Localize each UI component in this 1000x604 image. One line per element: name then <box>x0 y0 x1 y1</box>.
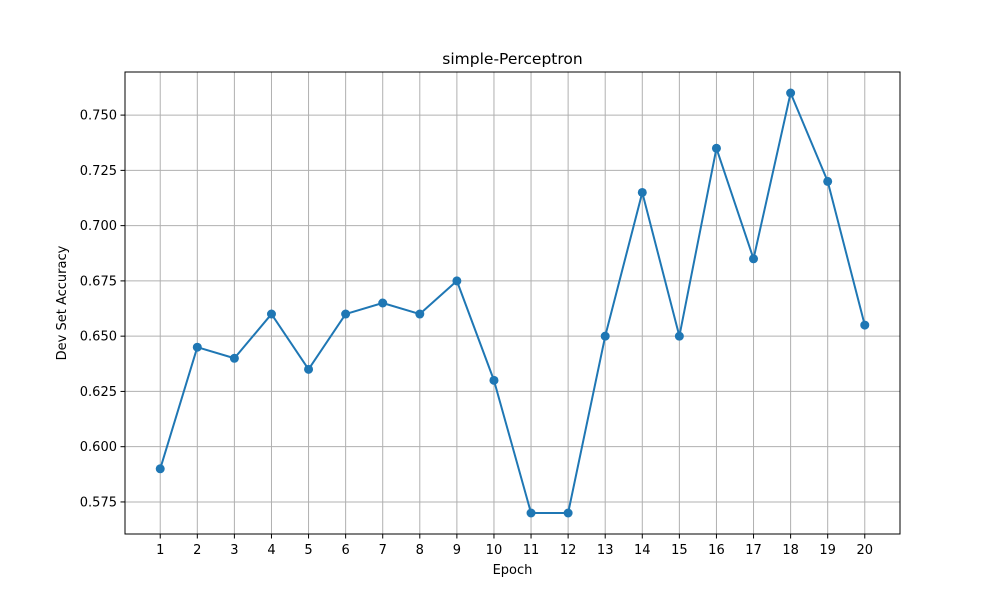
data-point <box>563 508 573 518</box>
x-tick-label: 2 <box>193 543 201 558</box>
data-point <box>266 309 276 319</box>
x-tick-label: 9 <box>453 543 461 558</box>
data-point <box>378 298 388 308</box>
data-point <box>786 88 796 98</box>
data-point <box>860 320 870 330</box>
y-axis-label: Dev Set Accuracy <box>55 245 70 360</box>
x-tick-label: 19 <box>819 543 836 558</box>
series-line <box>159 92 866 514</box>
ticks: 1 2 3 4 5 6 7 8 9 10 11 12 13 14 15 16 17 18 19 200.5750.60… <box>80 109 873 558</box>
x-tick-label: 14 <box>634 543 651 558</box>
data-point <box>155 464 165 474</box>
y-tick-label: 0.725 <box>80 164 117 179</box>
data-point <box>489 375 499 385</box>
data-point <box>304 364 314 374</box>
x-tick-label: 5 <box>304 543 312 558</box>
x-tick-label: 1 <box>156 543 164 558</box>
data-point <box>452 276 462 286</box>
data-point <box>600 331 610 341</box>
x-tick-label: 20 <box>856 543 873 558</box>
data-point <box>674 331 684 341</box>
data-point <box>341 309 351 319</box>
data-point <box>526 508 536 518</box>
y-tick-label: 0.600 <box>80 440 117 455</box>
y-tick-label: 0.575 <box>80 495 117 510</box>
x-tick-label: 8 <box>416 543 424 558</box>
data-point <box>823 176 833 186</box>
x-tick-label: 12 <box>560 543 577 558</box>
chart-title: simple-Perceptron <box>442 50 582 68</box>
x-tick-label: 16 <box>708 543 725 558</box>
y-tick-label: 0.650 <box>80 330 117 345</box>
data-point <box>229 353 239 363</box>
series-layer <box>155 88 870 518</box>
y-tick-label: 0.625 <box>80 385 117 400</box>
y-tick-label: 0.675 <box>80 274 117 289</box>
x-tick-label: 6 <box>341 543 349 558</box>
data-point <box>749 254 759 264</box>
x-tick-label: 18 <box>782 543 799 558</box>
x-tick-label: 3 <box>230 543 238 558</box>
y-tick-label: 0.750 <box>80 109 117 124</box>
plot-area-frame <box>124 71 901 535</box>
data-point <box>711 143 721 153</box>
data-point <box>415 309 425 319</box>
x-tick-label: 4 <box>267 543 275 558</box>
x-tick-label: 7 <box>379 543 387 558</box>
x-tick-label: 13 <box>597 543 614 558</box>
y-tick-label: 0.700 <box>80 219 117 234</box>
data-point <box>192 342 202 352</box>
x-tick-label: 11 <box>523 543 540 558</box>
x-tick-label: 17 <box>745 543 762 558</box>
data-point <box>637 187 647 197</box>
grid <box>125 72 900 534</box>
x-tick-label: 10 <box>486 543 503 558</box>
x-axis-label: Epoch <box>493 563 533 578</box>
x-tick-label: 15 <box>671 543 688 558</box>
